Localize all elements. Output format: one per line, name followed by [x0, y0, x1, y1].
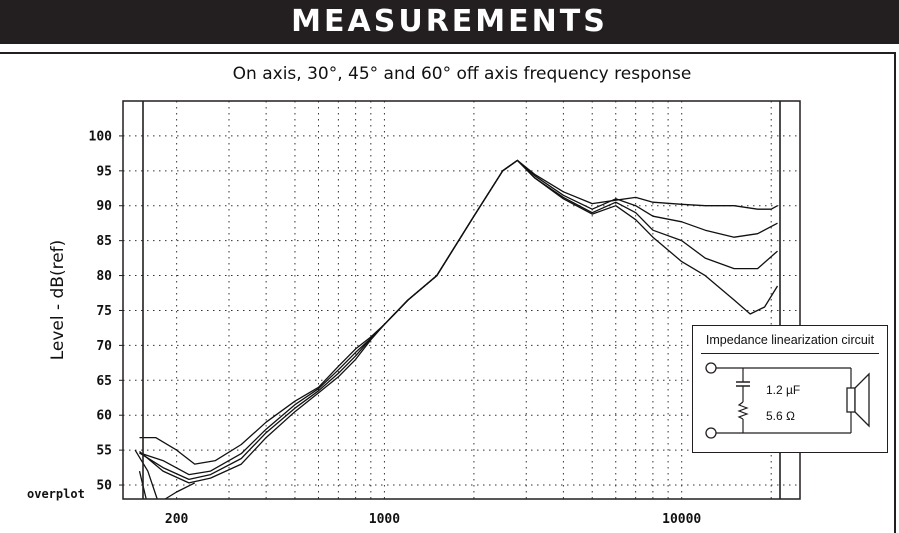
y-tick-label: 85: [96, 234, 112, 249]
overplot-label: overplot: [27, 487, 85, 501]
y-tick-label: 100: [89, 129, 113, 144]
speaker-icon: [846, 387, 856, 413]
y-tick-label: 75: [96, 304, 112, 319]
section-banner: MEASUREMENTS: [0, 0, 899, 44]
terminal-bottom-icon: [705, 427, 717, 439]
inset-divider: [701, 353, 879, 354]
response-curves: [134, 159, 779, 500]
chart-title: On axis, 30°, 45° and 60° off axis frequ…: [232, 64, 692, 84]
y-tick-label: 50: [96, 479, 112, 494]
y-tick-labels: 50 55 60 65 70 75 80 85 90 95 100: [89, 129, 123, 494]
inset-title: Impedance linearization circuit: [705, 333, 875, 347]
y-tick-label: 95: [96, 164, 112, 179]
grid-lines: [123, 101, 800, 499]
y-tick-label: 80: [96, 269, 112, 284]
y-tick-label: 55: [96, 444, 112, 459]
response-curve-4: [139, 159, 779, 484]
y-tick-label: 65: [96, 374, 112, 389]
y-tick-label: 90: [96, 199, 112, 214]
plot-area-border: [122, 100, 801, 500]
x-tick-label: 200: [165, 512, 189, 527]
capacitor-label: 1.2 µF: [766, 383, 801, 397]
banner-title: MEASUREMENTS: [291, 4, 608, 39]
chart-frame: [0, 52, 896, 533]
y-tick-label: 60: [96, 409, 112, 424]
impedance-circuit-inset: Impedance linearization circuit 1.2 µF 5…: [692, 325, 888, 453]
response-curve-5: [134, 449, 158, 500]
circuit-diagram: [705, 362, 870, 439]
response-curve-7: [164, 482, 195, 500]
y-tick-label: 70: [96, 339, 112, 354]
terminal-top-icon: [705, 362, 717, 374]
x-tick-labels: 200 1000 10000: [165, 512, 702, 527]
x-tick-label: 1000: [369, 512, 400, 527]
resistor-icon: [737, 401, 749, 420]
resistor-label: 5.6 Ω: [766, 409, 795, 423]
speaker-cone-icon: [854, 372, 870, 428]
x-tick-label: 10000: [662, 512, 701, 527]
